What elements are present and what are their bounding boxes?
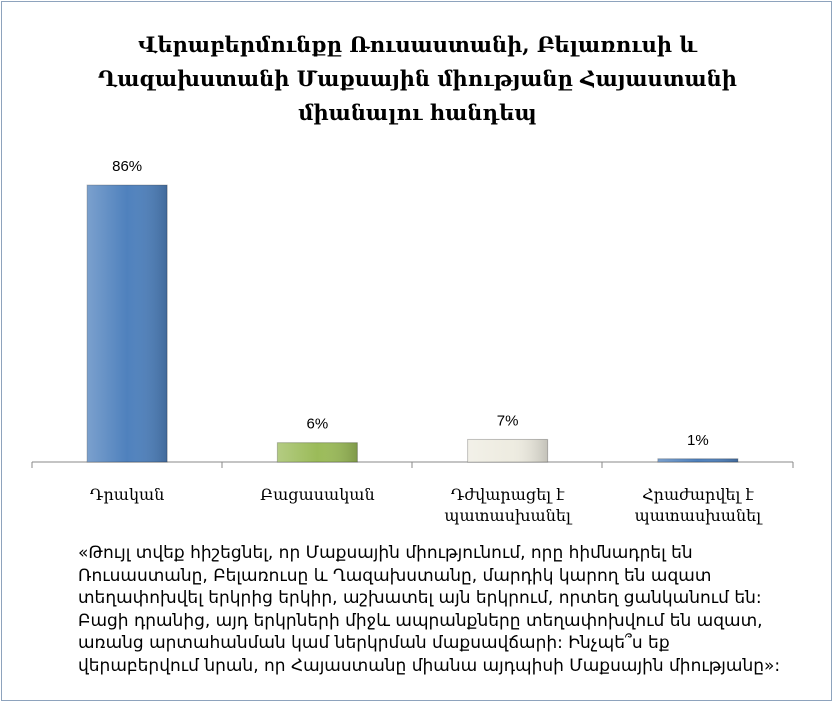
x-tick-label: Դրական	[89, 485, 165, 504]
chart-title: Վերաբերմունքը Ռուսաստանի, Բելառուսի և Ղա…	[97, 32, 737, 125]
data-label: 1%	[687, 432, 709, 449]
footnote: «Թույլ տվեք հիշեցնել, որ Մաքսային միությ…	[78, 543, 781, 676]
data-label: 86%	[112, 158, 142, 175]
data-label: 7%	[497, 412, 519, 429]
x-tick-label: Բացասական	[260, 485, 375, 504]
x-tick-label: Հրաժարվել է պատասխանել	[634, 485, 762, 525]
bar-shade	[87, 185, 168, 462]
bar-shade	[657, 458, 738, 462]
data-label: 6%	[307, 416, 329, 433]
axis-ticks	[31, 462, 794, 468]
x-tick-label: Դժվարացել է պատասխանել	[444, 485, 571, 525]
bar-shade	[467, 439, 548, 462]
bar-shade	[277, 442, 358, 462]
